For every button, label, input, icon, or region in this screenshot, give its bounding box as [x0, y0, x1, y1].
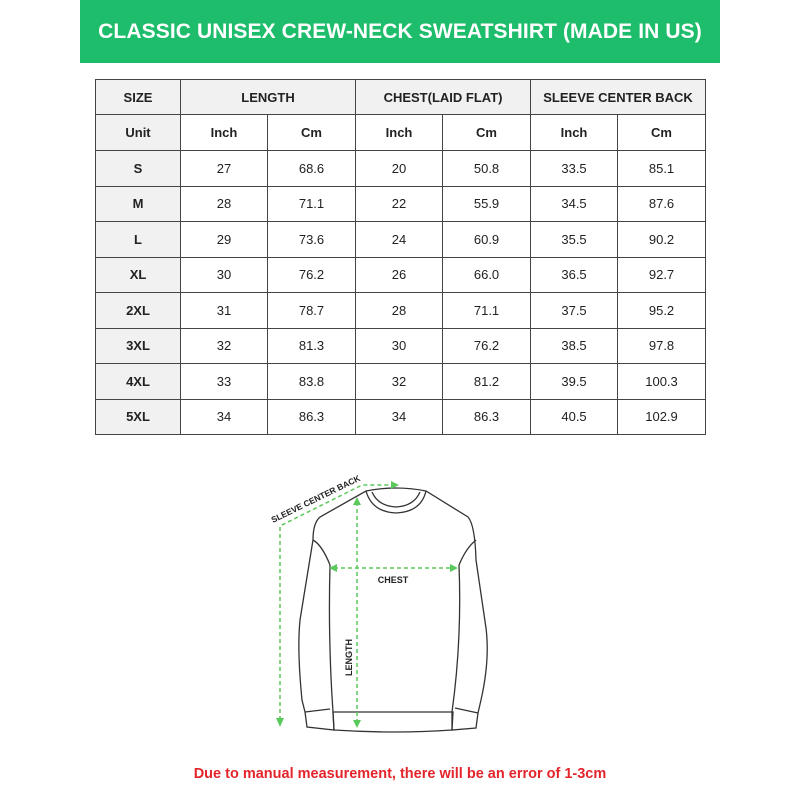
value-cell: 71.1: [266, 185, 357, 222]
chest-label: CHEST: [378, 575, 409, 585]
header-row: SIZE LENGTH CHEST(LAID FLAT) SLEEVE CENT…: [95, 79, 707, 115]
value-cell: 24: [355, 221, 444, 258]
measurement-note: Due to manual measurement, there will be…: [193, 766, 607, 782]
table-row: 5XL 34 86.3 34 86.3 40.5 102.9: [95, 398, 707, 435]
value-cell: 55.9: [442, 185, 532, 222]
value-cell: 34: [180, 398, 268, 435]
value-cell: 86.3: [442, 398, 532, 435]
sleeve-label: SLEEVE CENTER BACK: [269, 473, 362, 525]
length-label: LENGTH: [344, 639, 354, 676]
value-cell: 33.5: [530, 150, 619, 187]
table-row: S 27 68.6 20 50.8 33.5 85.1: [95, 150, 707, 187]
size-cell: 5XL: [95, 398, 181, 435]
sleeve-measure-line: [279, 484, 391, 720]
size-cell: 4XL: [95, 363, 181, 400]
arrow-heads: [276, 481, 458, 728]
size-cell: M: [95, 185, 181, 222]
header-chest: CHEST(LAID FLAT): [355, 79, 532, 115]
value-cell: 76.2: [442, 327, 532, 364]
value-cell: 71.1: [442, 292, 532, 329]
unit-cell: Inch: [530, 114, 619, 151]
value-cell: 87.6: [617, 185, 707, 222]
value-cell: 30: [355, 327, 444, 364]
unit-row: Unit Inch Cm Inch Cm Inch Cm: [95, 114, 707, 151]
value-cell: 38.5: [530, 327, 619, 364]
value-cell: 39.5: [530, 363, 619, 400]
size-cell: S: [95, 150, 181, 187]
size-cell: 2XL: [95, 292, 181, 329]
sweatshirt-outline: [298, 487, 488, 733]
value-cell: 26: [355, 256, 444, 293]
value-cell: 34: [355, 398, 444, 435]
header-sleeve: SLEEVE CENTER BACK: [530, 79, 707, 115]
value-cell: 85.1: [617, 150, 707, 187]
unit-cell: Inch: [355, 114, 444, 151]
value-cell: 68.6: [266, 150, 357, 187]
value-cell: 22: [355, 185, 444, 222]
header-size: SIZE: [95, 79, 181, 115]
table-row: 2XL 31 78.7 28 71.1 37.5 95.2: [95, 292, 707, 329]
value-cell: 29: [180, 221, 268, 258]
table-row: L 29 73.6 24 60.9 35.5 90.2: [95, 221, 707, 258]
value-cell: 97.8: [617, 327, 707, 364]
unit-cell: Cm: [266, 114, 357, 151]
value-cell: 83.8: [266, 363, 357, 400]
table-row: 4XL 33 83.8 32 81.2 39.5 100.3: [95, 363, 707, 400]
page-title: CLASSIC UNISEX CREW-NECK SWEATSHIRT (MAD…: [98, 19, 702, 43]
unit-cell: Cm: [617, 114, 707, 151]
value-cell: 100.3: [617, 363, 707, 400]
value-cell: 28: [355, 292, 444, 329]
value-cell: 90.2: [617, 221, 707, 258]
value-cell: 92.7: [617, 256, 707, 293]
measure-lines: [279, 484, 453, 722]
unit-cell: Inch: [180, 114, 268, 151]
value-cell: 102.9: [617, 398, 707, 435]
title-banner: CLASSIC UNISEX CREW-NECK SWEATSHIRT (MAD…: [80, 0, 720, 63]
value-cell: 40.5: [530, 398, 619, 435]
value-cell: 31: [180, 292, 268, 329]
value-cell: 27: [180, 150, 268, 187]
value-cell: 95.2: [617, 292, 707, 329]
unit-label: Unit: [95, 114, 181, 151]
size-cell: L: [95, 221, 181, 258]
size-table: SIZE LENGTH CHEST(LAID FLAT) SLEEVE CENT…: [95, 79, 707, 435]
value-cell: 30: [180, 256, 268, 293]
value-cell: 86.3: [266, 398, 357, 435]
